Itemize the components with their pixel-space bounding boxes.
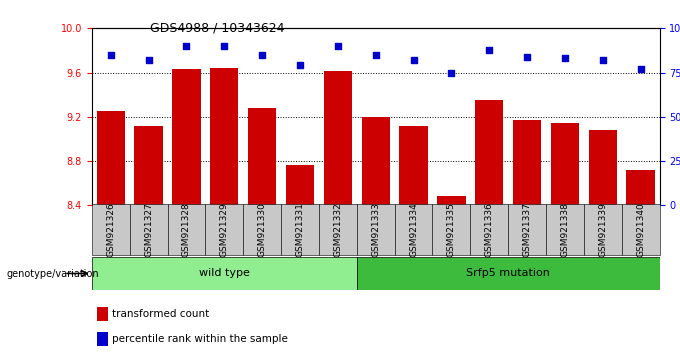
- Text: GSM921336: GSM921336: [485, 202, 494, 257]
- Text: Srfp5 mutation: Srfp5 mutation: [466, 268, 550, 279]
- Text: GSM921340: GSM921340: [636, 202, 645, 257]
- Text: GSM921334: GSM921334: [409, 202, 418, 257]
- FancyBboxPatch shape: [92, 204, 130, 255]
- FancyBboxPatch shape: [167, 204, 205, 255]
- Bar: [324, 72, 352, 205]
- Text: percentile rank within the sample: percentile rank within the sample: [112, 333, 288, 344]
- Text: GSM921330: GSM921330: [258, 202, 267, 257]
- FancyBboxPatch shape: [546, 204, 584, 255]
- Bar: [589, 130, 617, 205]
- FancyBboxPatch shape: [205, 204, 243, 255]
- Point: [560, 56, 571, 61]
- Point: [105, 52, 116, 58]
- Point: [294, 63, 305, 68]
- FancyBboxPatch shape: [622, 204, 660, 255]
- Text: GSM921328: GSM921328: [182, 202, 191, 257]
- Point: [597, 57, 608, 63]
- FancyBboxPatch shape: [281, 204, 319, 255]
- Point: [181, 43, 192, 49]
- Bar: [97, 332, 107, 346]
- Text: transformed count: transformed count: [112, 309, 209, 319]
- Text: GSM921329: GSM921329: [220, 202, 228, 257]
- Text: GSM921332: GSM921332: [333, 202, 342, 257]
- FancyBboxPatch shape: [92, 257, 357, 290]
- Bar: [210, 68, 239, 205]
- Text: genotype/variation: genotype/variation: [7, 269, 99, 279]
- FancyBboxPatch shape: [243, 204, 281, 255]
- FancyBboxPatch shape: [357, 257, 660, 290]
- Bar: [551, 124, 579, 205]
- Point: [635, 66, 646, 72]
- Point: [143, 57, 154, 63]
- Text: GSM921338: GSM921338: [560, 202, 569, 257]
- FancyBboxPatch shape: [394, 204, 432, 255]
- Bar: [626, 170, 655, 205]
- Point: [522, 54, 532, 59]
- FancyBboxPatch shape: [471, 204, 508, 255]
- Point: [219, 43, 230, 49]
- Text: GSM921331: GSM921331: [296, 202, 305, 257]
- Point: [408, 57, 419, 63]
- Point: [370, 52, 381, 58]
- Text: GDS4988 / 10343624: GDS4988 / 10343624: [150, 21, 284, 34]
- Bar: [399, 126, 428, 205]
- Point: [446, 70, 457, 75]
- FancyBboxPatch shape: [130, 204, 167, 255]
- Text: GSM921335: GSM921335: [447, 202, 456, 257]
- Text: GSM921337: GSM921337: [523, 202, 532, 257]
- Bar: [286, 166, 314, 205]
- FancyBboxPatch shape: [432, 204, 471, 255]
- Point: [333, 43, 343, 49]
- Bar: [248, 108, 276, 205]
- Bar: [172, 69, 201, 205]
- Text: GSM921327: GSM921327: [144, 202, 153, 257]
- Bar: [135, 126, 163, 205]
- Bar: [513, 120, 541, 205]
- Text: GSM921339: GSM921339: [598, 202, 607, 257]
- Text: wild type: wild type: [199, 268, 250, 279]
- Text: GSM921326: GSM921326: [106, 202, 115, 257]
- FancyBboxPatch shape: [319, 204, 357, 255]
- Bar: [97, 111, 125, 205]
- Bar: [97, 307, 107, 321]
- Bar: [362, 117, 390, 205]
- FancyBboxPatch shape: [584, 204, 622, 255]
- Point: [484, 47, 495, 52]
- Text: GSM921333: GSM921333: [371, 202, 380, 257]
- Point: [256, 52, 267, 58]
- Bar: [437, 196, 466, 205]
- FancyBboxPatch shape: [357, 204, 394, 255]
- FancyBboxPatch shape: [508, 204, 546, 255]
- Bar: [475, 100, 503, 205]
